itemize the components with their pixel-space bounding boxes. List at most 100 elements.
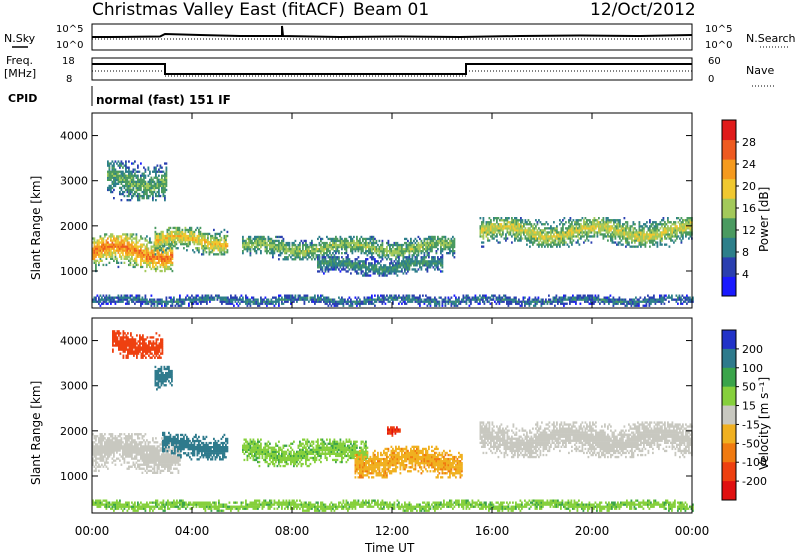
heatmap-cell: [559, 223, 561, 225]
heatmap-cell: [173, 299, 175, 301]
heatmap-cell: [398, 295, 400, 297]
heatmap-cell: [213, 249, 215, 251]
heatmap-cell: [127, 258, 129, 260]
heatmap-cell: [139, 193, 141, 195]
heatmap-cell: [209, 253, 211, 255]
heatmap-cell: [161, 243, 163, 245]
heatmap-cell: [115, 256, 117, 258]
heatmap-cell: [499, 241, 501, 243]
heatmap-cell: [191, 227, 193, 229]
heatmap-cell: [137, 175, 139, 177]
heatmap-cell: [619, 241, 621, 243]
heatmap-cell: [218, 295, 220, 297]
heatmap-cell: [287, 256, 289, 258]
heatmap-cell: [467, 295, 469, 297]
heatmap-cell: [440, 252, 442, 254]
heatmap-cell: [314, 252, 316, 254]
heatmap-cell: [168, 247, 170, 249]
heatmap-cell: [161, 247, 163, 249]
heatmap-cell: [403, 272, 405, 274]
heatmap-cell: [386, 252, 388, 254]
heatmap-cell: [143, 173, 145, 175]
heatmap-cell: [109, 167, 111, 169]
heatmap-cell: [347, 303, 349, 305]
heatmap-cell: [424, 254, 426, 256]
heatmap-cell: [525, 227, 527, 229]
heatmap-cell: [352, 305, 354, 307]
heatmap-cell: [168, 229, 170, 231]
heatmap-cell: [281, 236, 283, 238]
heatmap-cell: [177, 247, 179, 249]
heatmap-cell: [573, 219, 575, 221]
heatmap-cell: [268, 236, 270, 238]
heatmap-cell: [185, 297, 187, 299]
heatmap-cell: [493, 237, 495, 239]
heatmap-cell: [525, 219, 527, 221]
heatmap-cell: [458, 297, 460, 299]
heatmap-cell: [612, 225, 614, 227]
heatmap-cell: [445, 238, 447, 240]
heatmap-cell: [415, 268, 417, 270]
heatmap-cell: [652, 241, 654, 243]
heatmap-cell: [448, 297, 450, 299]
heatmap-cell: [439, 303, 441, 305]
heatmap-cell: [562, 227, 564, 229]
heatmap-cell: [151, 177, 153, 179]
heatmap-cell: [349, 258, 351, 260]
heatmap-cell: [454, 256, 456, 258]
heatmap-cell: [394, 260, 396, 262]
heatmap-cell: [289, 254, 291, 256]
heatmap-cell: [460, 303, 462, 305]
heatmap-cell: [424, 303, 426, 305]
heatmap-cell: [314, 297, 316, 299]
heatmap-cell: [380, 260, 382, 262]
heatmap-cell: [201, 241, 203, 243]
heatmap-cell: [166, 264, 168, 266]
heatmap-cell: [299, 246, 301, 248]
heatmap-cell: [552, 246, 554, 248]
heatmap-cell: [140, 305, 142, 307]
heatmap-cell: [299, 244, 301, 246]
heatmap-cell: [445, 303, 447, 305]
freq-label-line2: [MHz]: [4, 67, 36, 80]
heatmap-cell: [166, 305, 168, 307]
heatmap-cell: [250, 248, 252, 250]
heatmap-cell: [376, 264, 378, 266]
heatmap-cell: [395, 258, 397, 260]
heatmap-cell: [619, 221, 621, 223]
heatmap-cell: [667, 217, 669, 219]
heatmap-cell: [654, 244, 656, 246]
heatmap-cell: [166, 189, 168, 191]
heatmap-cell: [346, 252, 348, 254]
heatmap-cell: [386, 295, 388, 297]
heatmap-cell: [214, 299, 216, 301]
heatmap-cell: [310, 256, 312, 258]
heatmap-cell: [198, 247, 200, 249]
heatmap-cell: [371, 295, 373, 297]
heatmap-cell: [379, 254, 381, 256]
heatmap-cell: [437, 264, 439, 266]
heatmap-cell: [507, 237, 509, 239]
heatmap-cell: [95, 299, 97, 301]
heatmap-cell: [278, 297, 280, 299]
heatmap-cell: [401, 246, 403, 248]
heatmap-cell: [118, 262, 120, 264]
heatmap-cell: [454, 295, 456, 297]
heatmap-cell: [208, 295, 210, 297]
heatmap-cell: [274, 250, 276, 252]
heatmap-cell: [670, 237, 672, 239]
heatmap-cell: [313, 246, 315, 248]
heatmap-cell: [678, 221, 680, 223]
heatmap-cell: [110, 237, 112, 239]
heatmap-cell: [463, 299, 465, 301]
heatmap-cell: [538, 246, 540, 248]
heatmap-cell: [353, 236, 355, 238]
heatmap-cell: [149, 171, 151, 173]
heatmap-cell: [121, 258, 123, 260]
heatmap-cell: [128, 241, 130, 243]
heatmap-cell: [483, 237, 485, 239]
heatmap-cell: [505, 239, 507, 241]
heatmap-cell: [528, 219, 530, 221]
heatmap-cell: [119, 254, 121, 256]
heatmap-cell: [490, 219, 492, 221]
